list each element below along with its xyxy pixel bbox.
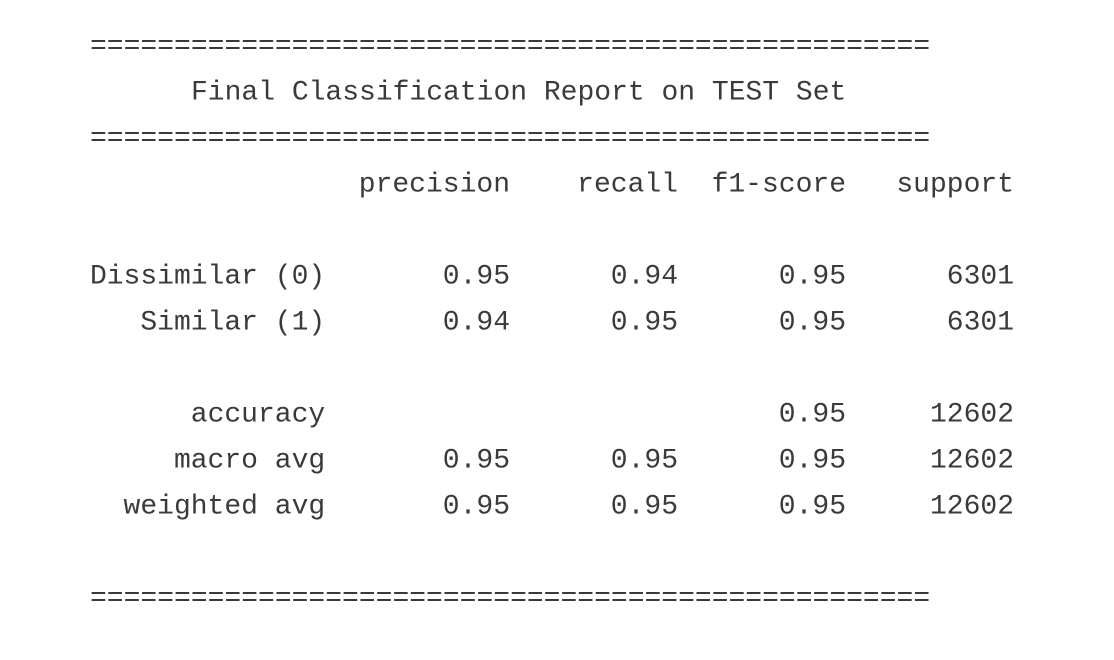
cell-value: 6301 [947,261,1014,292]
cell-value: 0.94 [443,307,510,338]
cell-value: 0.95 [443,445,510,476]
cell-value: 0.95 [779,261,846,292]
cell-value: 0.95 [779,399,846,430]
report-title: Final Classification Report on TEST Set [191,77,846,108]
cell-value: 12602 [930,491,1014,522]
cell-value: 0.95 [611,445,678,476]
separator: ========================================… [90,123,930,154]
row-label: accuracy [191,399,325,430]
row-label: weighted avg [124,491,326,522]
cell-value: 0.95 [443,491,510,522]
cell-value: 12602 [930,399,1014,430]
cell-value: 0.95 [611,307,678,338]
column-header: f1-score [712,169,846,200]
cell-value: 0.95 [779,445,846,476]
cell-value: 0.95 [443,261,510,292]
row-label: macro avg [174,445,325,476]
cell-value: 0.94 [611,261,678,292]
column-header: precision [359,169,510,200]
row-label: Similar (1) [140,307,325,338]
column-header: support [896,169,1014,200]
cell-value: 6301 [947,307,1014,338]
row-label: Dissimilar (0) [90,261,325,292]
separator: ========================================… [90,583,930,614]
cell-value: 0.95 [779,307,846,338]
cell-value: 12602 [930,445,1014,476]
cell-value: 0.95 [779,491,846,522]
separator: ========================================… [90,31,930,62]
column-header: recall [577,169,678,200]
cell-value: 0.95 [611,491,678,522]
